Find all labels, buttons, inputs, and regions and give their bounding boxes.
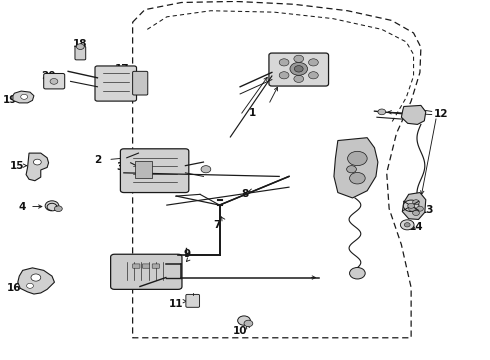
- Text: 14: 14: [409, 222, 423, 232]
- Circle shape: [50, 78, 58, 84]
- FancyBboxPatch shape: [133, 71, 148, 95]
- FancyBboxPatch shape: [95, 66, 137, 101]
- Text: 8: 8: [242, 189, 248, 199]
- Circle shape: [294, 55, 304, 62]
- Circle shape: [279, 59, 289, 66]
- Text: 16: 16: [7, 283, 22, 293]
- Text: 20: 20: [41, 71, 56, 81]
- Circle shape: [346, 166, 356, 173]
- Circle shape: [238, 316, 250, 325]
- FancyBboxPatch shape: [269, 53, 329, 86]
- FancyBboxPatch shape: [111, 254, 182, 289]
- Circle shape: [409, 206, 416, 211]
- Circle shape: [413, 211, 419, 216]
- Circle shape: [400, 220, 414, 230]
- Circle shape: [413, 200, 419, 205]
- Text: 2: 2: [94, 154, 101, 165]
- FancyBboxPatch shape: [133, 264, 140, 268]
- FancyBboxPatch shape: [44, 73, 65, 89]
- Circle shape: [294, 75, 304, 82]
- Text: 10: 10: [233, 326, 247, 336]
- Polygon shape: [26, 153, 49, 181]
- Text: 5: 5: [135, 279, 143, 289]
- Circle shape: [26, 283, 33, 288]
- Circle shape: [309, 72, 318, 79]
- Text: 3: 3: [117, 162, 124, 172]
- Circle shape: [294, 66, 303, 72]
- Circle shape: [45, 201, 59, 211]
- Circle shape: [378, 109, 386, 115]
- Text: 12: 12: [434, 109, 449, 119]
- Circle shape: [76, 44, 84, 49]
- Text: 18: 18: [73, 40, 88, 49]
- Circle shape: [404, 223, 410, 227]
- Polygon shape: [401, 105, 426, 125]
- Polygon shape: [13, 91, 34, 103]
- Text: 6: 6: [350, 171, 357, 181]
- Text: 4: 4: [18, 202, 25, 212]
- Circle shape: [279, 72, 289, 79]
- Circle shape: [201, 166, 211, 173]
- Text: 9: 9: [184, 249, 191, 259]
- FancyBboxPatch shape: [135, 161, 152, 178]
- Circle shape: [21, 94, 27, 99]
- Text: 1: 1: [249, 108, 256, 118]
- Circle shape: [309, 59, 318, 66]
- Circle shape: [33, 159, 41, 165]
- Circle shape: [54, 206, 62, 212]
- Circle shape: [349, 267, 365, 279]
- Text: 11: 11: [169, 299, 183, 309]
- Circle shape: [347, 151, 367, 166]
- Text: 15: 15: [10, 161, 24, 171]
- Circle shape: [290, 62, 308, 75]
- FancyBboxPatch shape: [75, 46, 86, 60]
- Circle shape: [349, 172, 365, 184]
- Circle shape: [244, 320, 253, 327]
- Circle shape: [408, 203, 415, 208]
- Text: 13: 13: [419, 205, 434, 215]
- Circle shape: [416, 206, 423, 211]
- Circle shape: [403, 200, 419, 212]
- Polygon shape: [18, 268, 54, 294]
- Polygon shape: [402, 193, 426, 220]
- FancyBboxPatch shape: [143, 264, 150, 268]
- Text: 7: 7: [214, 220, 221, 230]
- Text: 17: 17: [115, 64, 129, 74]
- Text: 19: 19: [3, 95, 18, 105]
- FancyBboxPatch shape: [121, 149, 189, 193]
- FancyBboxPatch shape: [186, 294, 199, 307]
- FancyBboxPatch shape: [152, 264, 159, 268]
- Polygon shape: [334, 138, 378, 198]
- Circle shape: [31, 274, 41, 281]
